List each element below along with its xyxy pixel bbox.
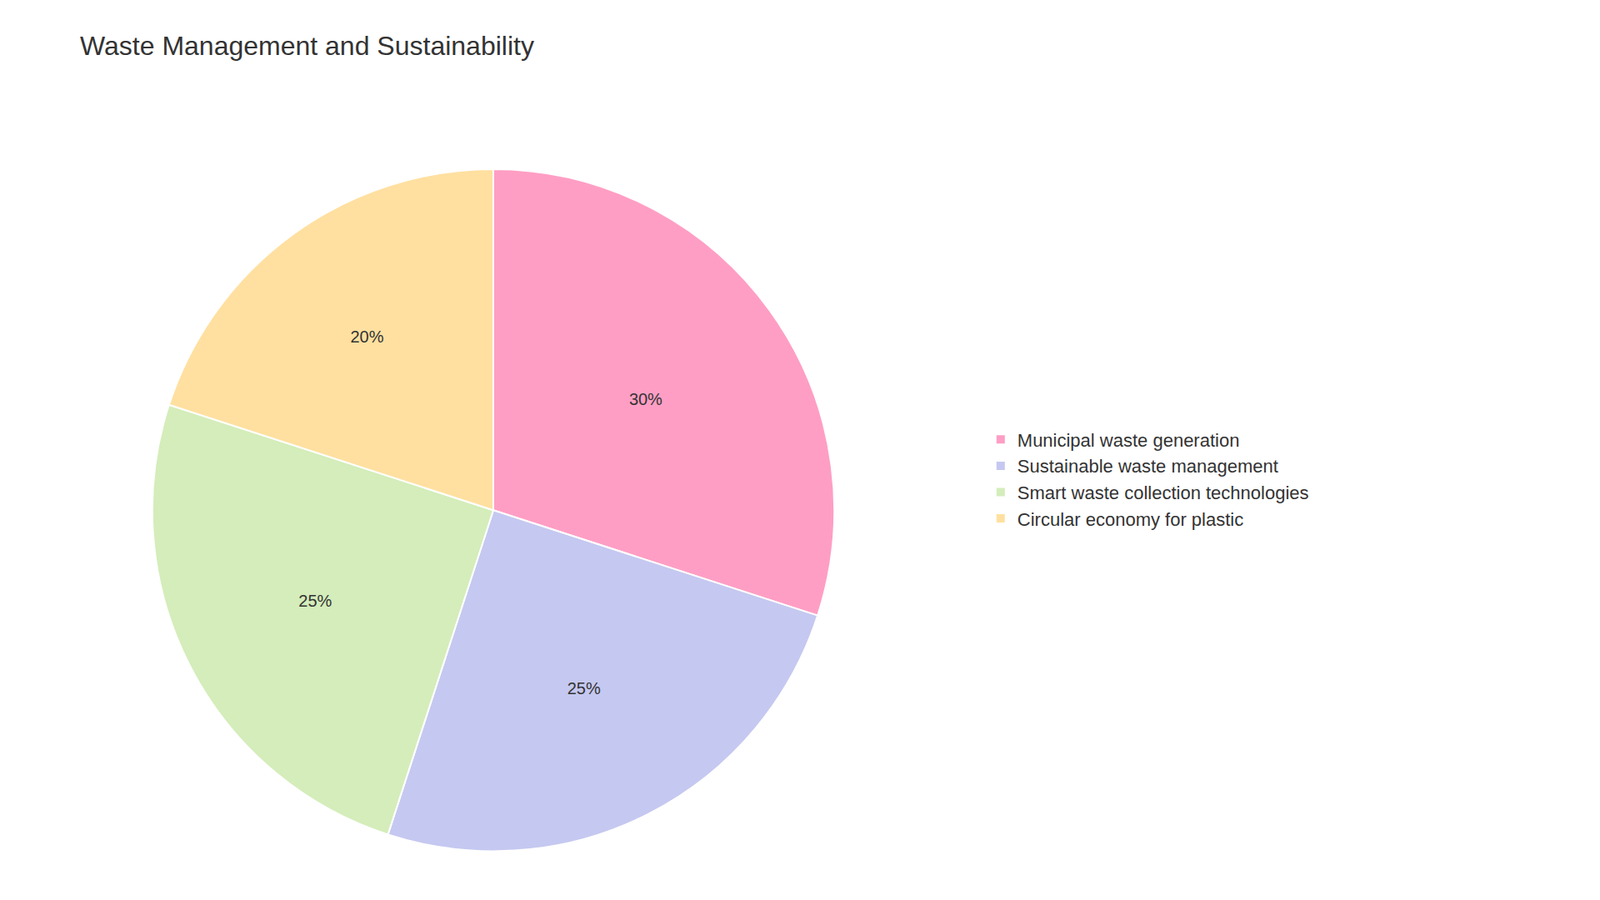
svg-text:Waste Management and Sustainab: Waste Management and Sustainability xyxy=(80,30,535,61)
svg-text:Municipal waste generation: Municipal waste generation xyxy=(1017,430,1240,451)
svg-text:Circular economy for plastic: Circular economy for plastic xyxy=(1017,509,1244,530)
svg-text:30%: 30% xyxy=(629,390,663,409)
svg-text:Smart waste collection technol: Smart waste collection technologies xyxy=(1017,482,1310,504)
svg-text:25%: 25% xyxy=(298,591,332,610)
svg-text:Sustainable waste management: Sustainable waste management xyxy=(1017,455,1279,477)
svg-text:25%: 25% xyxy=(567,679,601,698)
svg-text:20%: 20% xyxy=(350,327,384,346)
